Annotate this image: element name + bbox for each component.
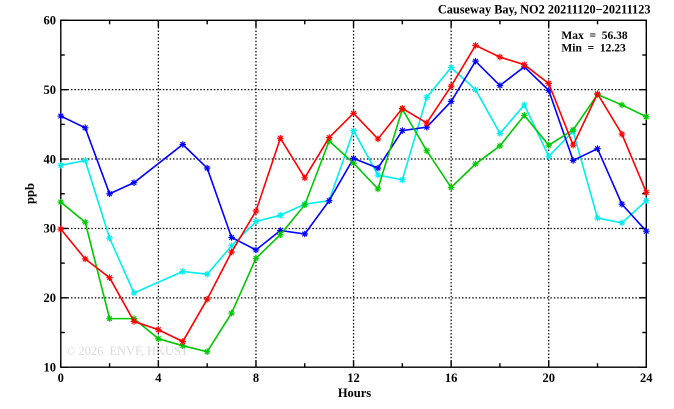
svg-text:10: 10 xyxy=(44,360,57,374)
svg-text:ppb: ppb xyxy=(23,183,37,204)
svg-text:24: 24 xyxy=(640,371,653,385)
svg-text:Hours: Hours xyxy=(338,386,371,400)
svg-text:20: 20 xyxy=(542,371,555,385)
svg-text:16: 16 xyxy=(445,371,458,385)
svg-text:© 2026 ENVF, HKUST: © 2026 ENVF, HKUST xyxy=(66,344,189,358)
svg-text:20: 20 xyxy=(44,291,57,305)
svg-text:60: 60 xyxy=(44,14,57,28)
svg-text:Causeway Bay, NO2 20211120−202: Causeway Bay, NO2 20211120−20211123 xyxy=(438,3,651,17)
svg-text:4: 4 xyxy=(155,371,162,385)
svg-text:8: 8 xyxy=(253,371,259,385)
svg-text:0: 0 xyxy=(58,371,64,385)
svg-text:Min = 12.23: Min = 12.23 xyxy=(561,42,626,54)
svg-text:12: 12 xyxy=(347,371,360,385)
svg-text:Max = 56.38: Max = 56.38 xyxy=(561,30,628,42)
svg-text:50: 50 xyxy=(44,83,57,97)
svg-text:40: 40 xyxy=(44,152,57,166)
svg-text:30: 30 xyxy=(44,222,57,236)
